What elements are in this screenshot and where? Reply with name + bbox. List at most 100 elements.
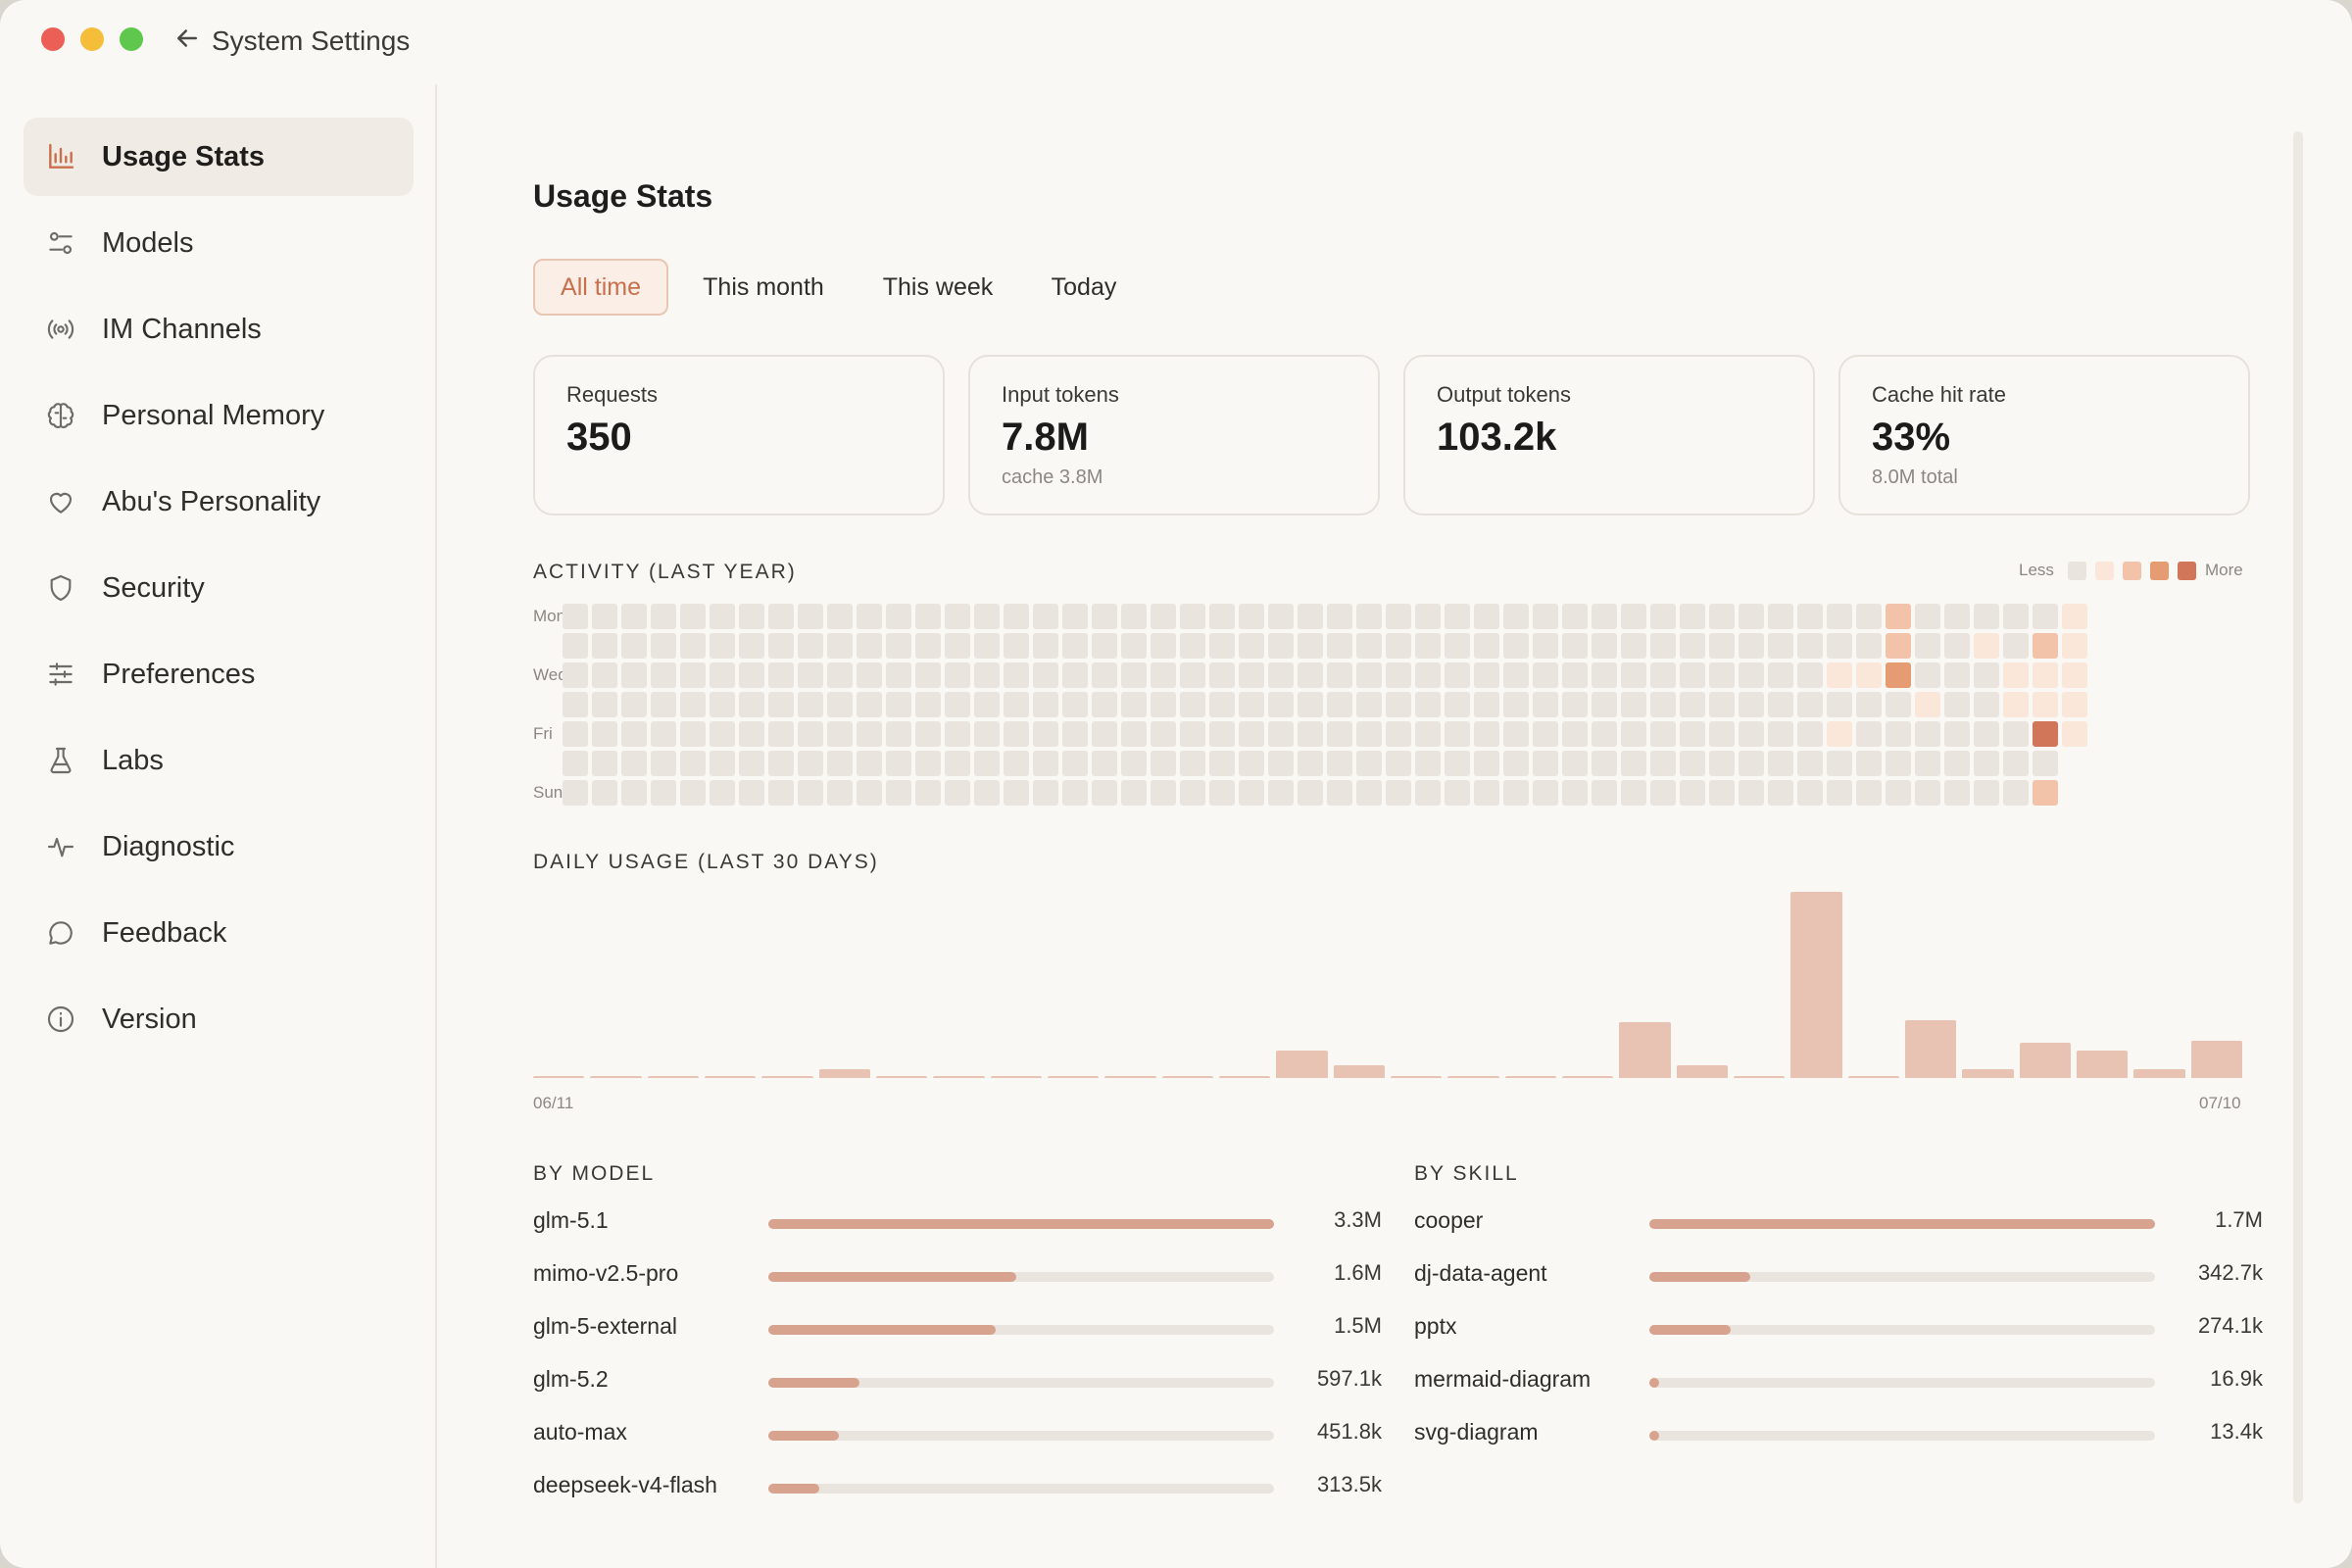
heatmap-cell — [1827, 662, 1852, 688]
heatmap-cell — [915, 662, 941, 688]
heatmap-cell — [1886, 633, 1911, 659]
heatmap-cell — [1004, 692, 1029, 717]
heatmap-cell — [1886, 662, 1911, 688]
breakdown-bar-fill — [768, 1484, 819, 1494]
heatmap-cell — [1180, 721, 1205, 747]
heatmap-cell — [1062, 780, 1088, 806]
sidebar-item-label: Abu's Personality — [102, 485, 321, 517]
sidebar-item-models[interactable]: Models — [24, 204, 414, 282]
heatmap-cell — [1503, 751, 1529, 776]
heatmap-cell — [1680, 604, 1705, 629]
heatmap-cell — [1062, 692, 1088, 717]
heatmap-cell — [563, 604, 588, 629]
sidebar-item-preferences[interactable]: Preferences — [24, 635, 414, 713]
breakdown-bar-track — [768, 1325, 1274, 1335]
heatmap-cell — [857, 604, 882, 629]
breakdown-value: 313.5k — [1316, 1472, 1382, 1496]
heatmap-cell — [592, 692, 617, 717]
heatmap-cell — [1533, 633, 1558, 659]
by-skill-section-title: BY SKILL — [1414, 1162, 1519, 1185]
tab-all-time[interactable]: All time — [533, 259, 668, 316]
daily-usage-bar — [1676, 1064, 1728, 1078]
sidebar-item-personal-memory[interactable]: Personal Memory — [24, 376, 414, 455]
heatmap-cell — [1151, 662, 1176, 688]
heatmap-cell — [621, 692, 647, 717]
sidebar-item-label: Security — [102, 571, 205, 604]
heatmap-cell — [798, 751, 823, 776]
heatmap-cell — [592, 604, 617, 629]
heatmap-cell — [2062, 633, 2087, 659]
sidebar-item-im-channels[interactable]: IM Channels — [24, 290, 414, 368]
heatmap-cell — [1915, 633, 1940, 659]
heatmap-cell — [621, 780, 647, 806]
heatmap-cell — [768, 692, 794, 717]
heatmap-cell — [1768, 721, 1793, 747]
heatmap-day-label: Wed — [533, 665, 564, 684]
daily-usage-bar — [2190, 1041, 2242, 1078]
heatmap-cell — [1856, 780, 1882, 806]
heatmap-cell — [2033, 633, 2058, 659]
heatmap-cell — [886, 721, 911, 747]
heatmap-cell — [1739, 721, 1764, 747]
sidebar-item-personality[interactable]: Abu's Personality — [24, 463, 414, 541]
breakdown-row: pptx 274.1k — [1414, 1309, 2273, 1348]
heatmap-cell — [1797, 662, 1823, 688]
heatmap-cell — [651, 721, 676, 747]
sidebar-item-feedback[interactable]: Feedback — [24, 894, 414, 972]
heatmap-cell — [1974, 721, 1999, 747]
heatmap-cell — [680, 633, 706, 659]
heatmap-cell — [915, 633, 941, 659]
heatmap-cell — [1739, 751, 1764, 776]
tab-this-week[interactable]: This week — [882, 272, 994, 301]
heatmap-cell — [1886, 780, 1911, 806]
heatmap-cell — [621, 633, 647, 659]
stat-label: Input tokens — [1002, 382, 1119, 407]
heatmap-cell — [1503, 662, 1529, 688]
sidebar-item-usage-stats[interactable]: Usage Stats — [24, 118, 414, 196]
heatmap-cell — [1944, 780, 1970, 806]
zoom-window-button[interactable] — [120, 27, 143, 51]
sidebar-item-label: Models — [102, 226, 194, 259]
daily-usage-bar — [1333, 1064, 1385, 1078]
sidebar-item-label: Diagnostic — [102, 830, 235, 862]
back-arrow-icon[interactable] — [172, 24, 202, 53]
tab-today[interactable]: Today — [1051, 272, 1117, 301]
heatmap-cell — [1974, 780, 1999, 806]
heatmap-cell — [1533, 751, 1558, 776]
sidebar-item-labs[interactable]: Labs — [24, 721, 414, 800]
heatmap-cell — [1121, 633, 1147, 659]
heatmap-cell — [1827, 604, 1852, 629]
heatmap-cell — [974, 721, 1000, 747]
tab-this-month[interactable]: This month — [703, 272, 824, 301]
heatmap-cell — [1386, 662, 1411, 688]
heatmap-cell — [1944, 721, 1970, 747]
heatmap-cell — [1239, 692, 1264, 717]
heatmap-cell — [1915, 780, 1940, 806]
sidebar-item-security[interactable]: Security — [24, 549, 414, 627]
content-scrollbar[interactable] — [2293, 131, 2303, 1503]
heatmap-cell — [1680, 692, 1705, 717]
heatmap-cell — [1356, 692, 1382, 717]
sidebar-item-version[interactable]: Version — [24, 980, 414, 1058]
heatmap-cell — [1092, 604, 1117, 629]
heatmap-cell — [2003, 721, 2029, 747]
heatmap-cell — [1974, 604, 1999, 629]
stat-value: 7.8M — [1002, 416, 1089, 459]
heatmap-cell — [1562, 721, 1588, 747]
heatmap-cell — [1298, 751, 1323, 776]
heatmap-cell — [1886, 692, 1911, 717]
heatmap-cell — [1327, 633, 1352, 659]
breakdown-name: svg-diagram — [1414, 1419, 1539, 1445]
heatmap-cell — [1562, 751, 1588, 776]
heatmap-cell — [2033, 604, 2058, 629]
bar-chart-icon — [49, 143, 74, 169]
breakdown-bar-track — [768, 1219, 1274, 1229]
sidebar-item-diagnostic[interactable]: Diagnostic — [24, 808, 414, 886]
heatmap-cell — [1474, 721, 1499, 747]
heatmap-cell — [827, 604, 853, 629]
breakdown-row: mimo-v2.5-pro 1.6M — [533, 1256, 1392, 1296]
minimize-window-button[interactable] — [80, 27, 104, 51]
legend-level-3 — [2150, 562, 2169, 580]
heatmap-cell — [1739, 633, 1764, 659]
close-window-button[interactable] — [41, 27, 65, 51]
